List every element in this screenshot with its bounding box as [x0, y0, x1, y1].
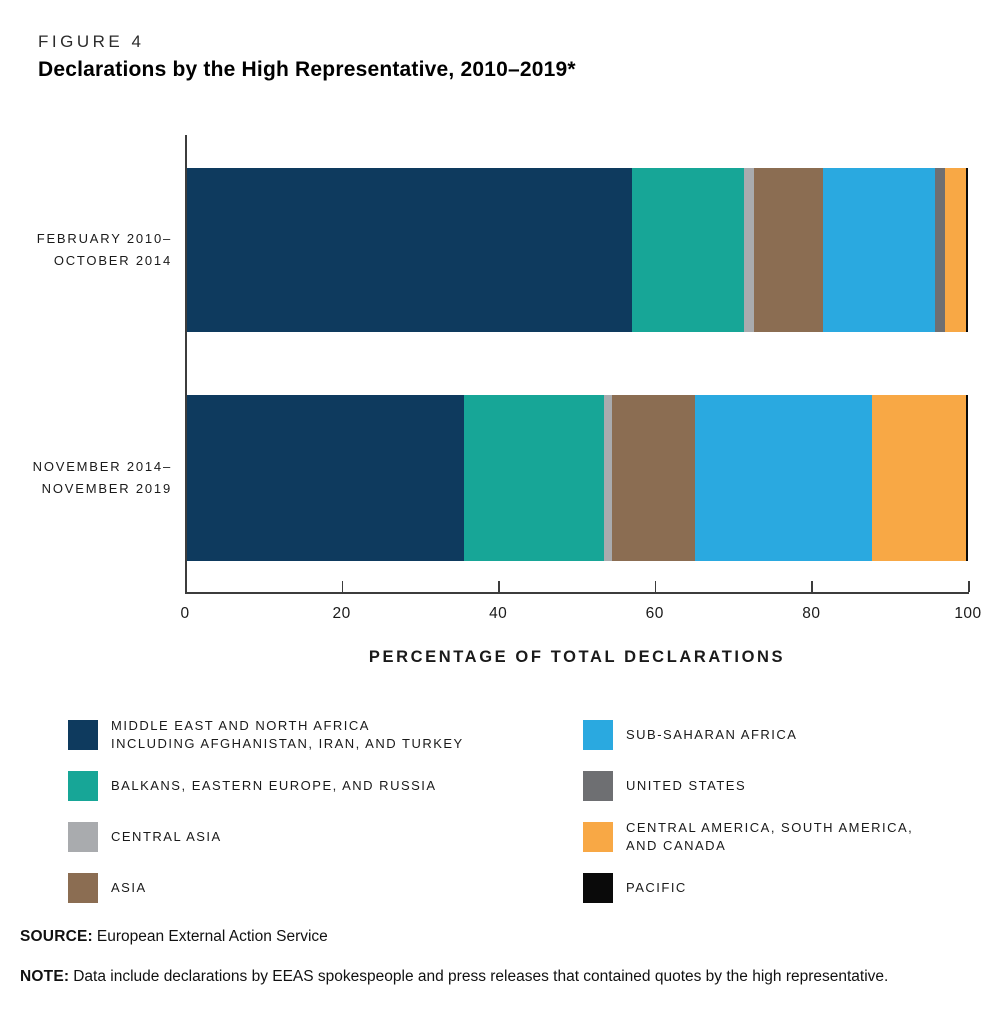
x-axis-tick — [341, 581, 344, 592]
x-axis-tick — [498, 581, 500, 592]
legend-item: ASIA — [68, 873, 538, 903]
category-label-line: OCTOBER 2014 — [53, 253, 172, 268]
legend-swatch — [68, 720, 98, 750]
bar-segment — [944, 168, 966, 332]
bar-segment — [631, 168, 744, 332]
bar-segment — [186, 168, 632, 332]
legend-swatch — [68, 873, 98, 903]
legend-swatch — [583, 771, 613, 801]
legend-swatch — [68, 822, 98, 852]
legend-item: MIDDLE EAST AND NORTH AFRICA INCLUDING AF… — [68, 718, 538, 751]
legend-label: CENTRAL ASIA — [111, 829, 222, 844]
source-label: SOURCE: — [20, 928, 93, 945]
bar-segment — [743, 168, 754, 332]
bar-feb2010-oct2014 — [186, 168, 969, 332]
legend-label: MIDDLE EAST AND NORTH AFRICA INCLUDING AF… — [111, 718, 464, 751]
legend-item: CENTRAL AMERICA, SOUTH AMERICA, AND CANAD… — [583, 820, 993, 853]
x-axis-title: PERCENTAGE OF TOTAL DECLARATIONS — [368, 648, 786, 666]
x-axis-tick-label: 100 — [954, 605, 982, 622]
bar-segment — [463, 395, 604, 561]
x-axis-tick — [654, 581, 657, 592]
bar-segment — [186, 395, 464, 561]
x-axis-tick-label: 80 — [802, 605, 821, 622]
legend-item: SUB-SAHARAN AFRICA — [583, 720, 993, 750]
bar-segment — [965, 168, 968, 332]
legend-swatch — [583, 873, 613, 903]
category-label-line: NOVEMBER 2019 — [41, 481, 172, 496]
legend-label: BALKANS, EASTERN EUROPE, AND RUSSIA — [111, 778, 437, 793]
legend-label: SUB-SAHARAN AFRICA — [626, 727, 798, 742]
bar-segment — [603, 395, 612, 561]
category-label-line: FEBRUARY 2010– — [36, 231, 172, 246]
legend-swatch — [583, 822, 613, 852]
source-line: SOURCE: European External Action Service — [20, 928, 328, 946]
category-label-line: NOVEMBER 2014– — [32, 459, 172, 474]
legend-label: UNITED STATES — [626, 778, 747, 793]
bar-segment — [695, 395, 872, 561]
legend-item: UNITED STATES — [583, 771, 993, 801]
x-axis-tick-label: 20 — [332, 605, 351, 622]
note-line: NOTE: Data include declarations by EEAS s… — [20, 968, 888, 986]
legend-item: BALKANS, EASTERN EUROPE, AND RUSSIA — [68, 771, 538, 801]
figure-title: Declarations by the High Representative,… — [38, 58, 576, 81]
bar-segment — [871, 395, 966, 561]
category-label-nov2014-nov2019: NOVEMBER 2014– NOVEMBER 2019 — [0, 456, 172, 500]
legend-swatch — [68, 771, 98, 801]
y-axis-line — [185, 135, 187, 593]
bar-nov2014-nov2019 — [186, 395, 969, 561]
x-axis-tick — [811, 581, 813, 592]
x-axis-tick-label: 0 — [180, 605, 190, 622]
legend-label: ASIA — [111, 880, 147, 895]
category-label-feb2010-oct2014: FEBRUARY 2010– OCTOBER 2014 — [0, 228, 172, 272]
figure-label: FIGURE 4 — [38, 32, 145, 51]
source-text: European External Action Service — [96, 928, 328, 945]
stacked-bar-chart: FEBRUARY 2010– OCTOBER 2014 NOVEMBER 2014… — [0, 135, 982, 666]
note-text: Data include declarations by EEAS spokes… — [73, 968, 889, 985]
x-axis-tick-label: 40 — [489, 605, 508, 622]
legend-column-left: MIDDLE EAST AND NORTH AFRICA INCLUDING AF… — [68, 718, 538, 924]
bar-segment — [823, 168, 936, 332]
legend-swatch — [583, 720, 613, 750]
legend-column-right: SUB-SAHARAN AFRICA UNITED STATES CENTRAL A… — [583, 720, 993, 924]
bar-segment — [965, 395, 968, 561]
x-axis-line — [185, 592, 969, 594]
legend-item: CENTRAL ASIA — [68, 822, 538, 852]
bar-segment — [753, 168, 824, 332]
bar-segment — [611, 395, 696, 561]
legend-label: CENTRAL AMERICA, SOUTH AMERICA, AND CANAD… — [626, 820, 914, 853]
note-label: NOTE: — [20, 968, 70, 985]
x-axis-tick-label: 60 — [645, 605, 664, 622]
legend-item: PACIFIC — [583, 873, 993, 903]
bar-segment — [935, 168, 945, 332]
x-axis-tick — [968, 581, 970, 592]
legend-label: PACIFIC — [626, 880, 687, 895]
